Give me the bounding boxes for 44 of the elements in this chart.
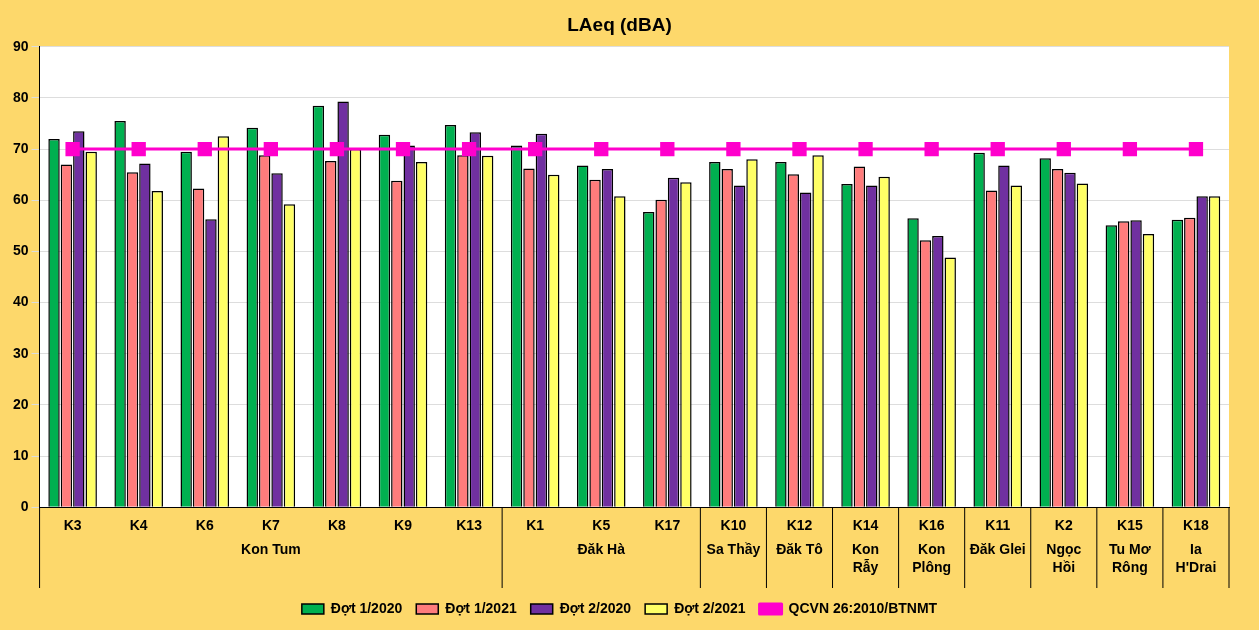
x-tick-label: K18: [1183, 517, 1210, 534]
y-tick-label: 90: [12, 37, 29, 54]
x-tick-label: K1: [526, 517, 545, 534]
chart-title: LAeq (dBA): [567, 13, 672, 35]
x-tick-label: K9: [394, 517, 413, 534]
x-tick-label: K17: [654, 517, 681, 534]
x-tick-label: K3: [63, 517, 82, 534]
text: Tu Mơ Rông: [1109, 541, 1151, 576]
x-tick-label: K4: [129, 517, 148, 534]
legend-label: Đợt 2/2020: [559, 599, 632, 616]
y-tick-label: 70: [12, 139, 29, 156]
legend-label: QCVN 26:2010/BTNMT: [788, 599, 938, 616]
x-tick-label: K16: [918, 517, 945, 534]
x-tick-label: K8: [327, 517, 347, 534]
text: Kon Rẫy: [851, 541, 880, 576]
text: Ia H'Drai: [1175, 541, 1217, 576]
x-tick-label: K14: [852, 517, 879, 534]
text: Sa Thầy: [706, 541, 761, 558]
x-tick-label: K7: [261, 517, 281, 534]
y-tick-label: 20: [12, 395, 29, 412]
y-tick-label: 40: [12, 293, 29, 310]
legend-label: Đợt 2/2021: [674, 599, 746, 616]
x-tick-label: K2: [1054, 517, 1073, 534]
y-tick-label: 60: [12, 191, 29, 208]
legend-label: Đợt 1/2020: [330, 599, 403, 616]
text: Đăk Glei: [969, 541, 1026, 558]
y-tick-label: 30: [12, 344, 29, 361]
x-tick-label: K12: [786, 517, 813, 534]
y-tick-label: 50: [12, 242, 29, 259]
y-tick-label: 0: [20, 498, 29, 515]
x-tick-label: K15: [1117, 517, 1143, 534]
y-tick-label: 10: [12, 446, 29, 463]
legend-label: Đợt 1/2021: [445, 599, 517, 616]
text: Đăk Tô: [776, 541, 823, 558]
x-tick-label: K6: [195, 517, 214, 534]
x-tick-label: K11: [985, 517, 1011, 534]
x-tick-label: K13: [456, 517, 483, 534]
text: Kon Plông: [912, 541, 952, 576]
x-tick-label: K10: [720, 517, 747, 534]
text: Ngọc Hồi: [1046, 541, 1082, 576]
text: Đăk Hà: [577, 541, 626, 558]
x-tick-label: K5: [592, 517, 611, 534]
text: Kon Tum: [241, 541, 301, 558]
y-tick-label: 80: [12, 88, 29, 105]
